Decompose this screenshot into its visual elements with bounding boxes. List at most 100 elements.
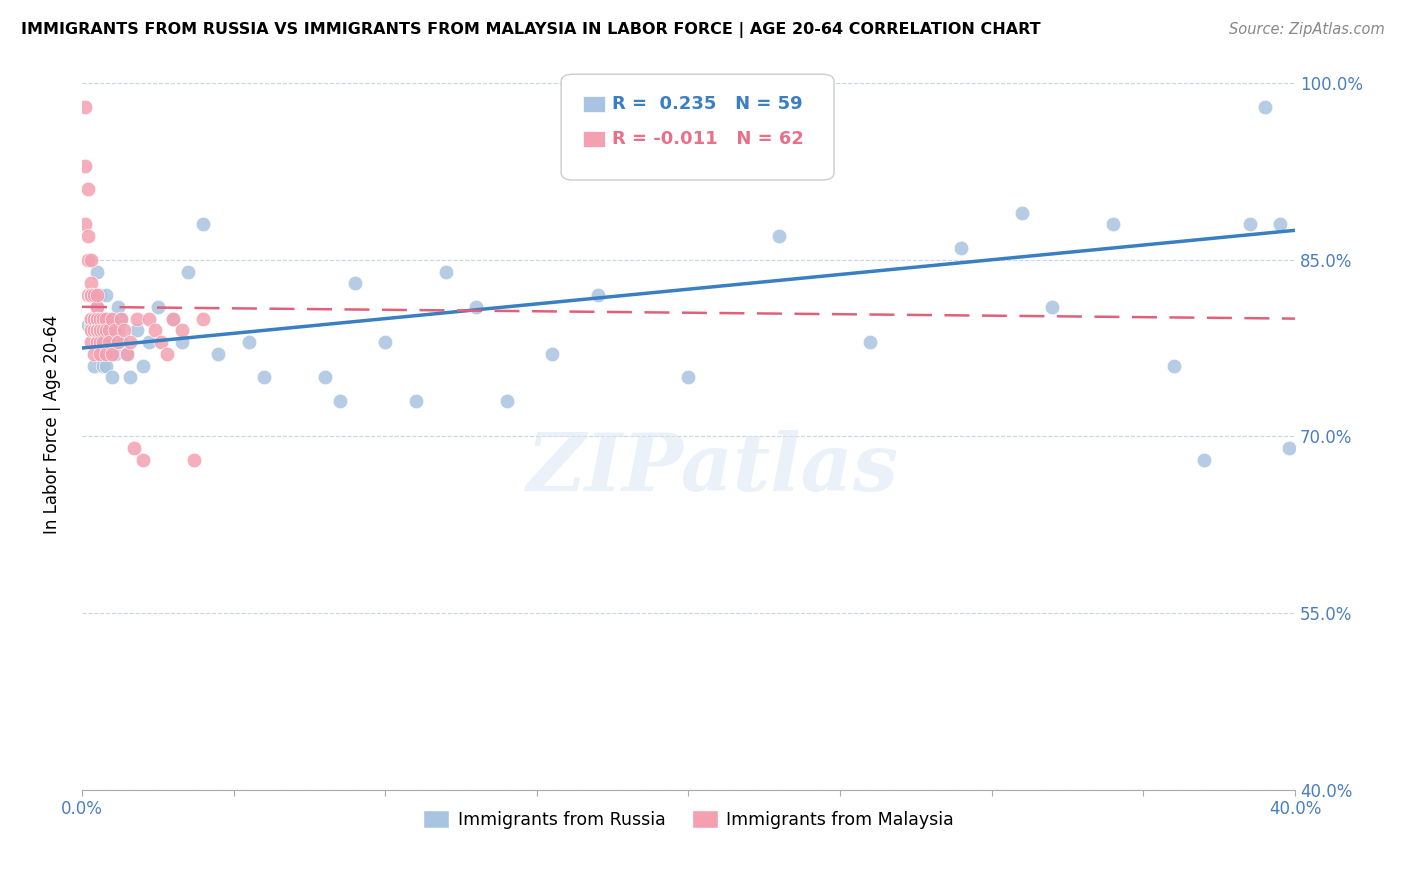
Point [96,288,118,302]
Point [405,394,427,409]
Point [91,359,114,373]
Point [1253,100,1275,114]
Point [101,335,124,350]
Point [86,300,108,314]
Point [138,335,160,350]
Point [120,335,142,350]
Point [434,264,457,278]
Point [107,335,129,350]
Point [89,335,111,350]
Point [80,323,103,337]
Point [177,264,200,278]
Point [80,288,103,302]
Point [91,335,114,350]
Point [96,323,118,337]
Point [170,335,193,350]
Point [117,347,139,361]
Point [253,370,276,384]
Point [950,241,973,255]
Point [146,300,169,314]
Point [80,311,103,326]
Point [83,323,105,337]
Point [89,323,111,337]
Point [170,323,193,337]
Point [80,288,103,302]
Point [678,370,700,384]
Y-axis label: In Labor Force | Age 20-64: In Labor Force | Age 20-64 [44,315,60,534]
Point [83,311,105,326]
Point [98,311,121,326]
Point [98,335,121,350]
Point [156,347,179,361]
Point [110,311,132,326]
Point [120,370,142,384]
Point [83,347,105,361]
Text: Source: ZipAtlas.com: Source: ZipAtlas.com [1229,22,1385,37]
Point [122,441,145,455]
Point [80,318,103,332]
Point [183,453,205,467]
FancyBboxPatch shape [583,131,605,147]
Point [541,347,564,361]
Point [1011,205,1033,219]
Point [131,359,153,373]
Point [86,311,108,326]
Point [101,370,124,384]
Point [1239,218,1261,232]
Point [107,300,129,314]
Point [80,335,103,350]
Legend: Immigrants from Russia, Immigrants from Malaysia: Immigrants from Russia, Immigrants from … [416,803,960,836]
Point [104,323,127,337]
Point [138,311,160,326]
Point [96,359,118,373]
Point [1102,218,1125,232]
Point [125,311,148,326]
Point [238,335,260,350]
Point [77,252,100,267]
FancyBboxPatch shape [583,96,605,112]
Point [343,277,366,291]
Point [162,311,184,326]
Point [101,347,124,361]
Point [1042,300,1064,314]
Text: ZIPatlas: ZIPatlas [527,430,898,508]
Point [104,318,127,332]
Point [98,323,121,337]
Point [77,229,100,244]
Point [495,394,517,409]
Point [73,159,96,173]
Point [91,323,114,337]
Point [86,323,108,337]
Point [77,288,100,302]
Point [96,311,118,326]
Point [768,229,790,244]
Point [73,100,96,114]
Point [193,218,215,232]
Point [77,182,100,196]
Point [107,323,129,337]
Point [80,277,103,291]
Point [86,335,108,350]
Point [86,288,108,302]
FancyBboxPatch shape [561,74,834,180]
Point [83,359,105,373]
Point [89,347,111,361]
Point [80,288,103,302]
Point [193,311,215,326]
Point [80,311,103,326]
Point [110,335,132,350]
Point [329,394,352,409]
Point [1268,218,1291,232]
Point [131,453,153,467]
Point [1163,359,1185,373]
Point [86,323,108,337]
Point [83,288,105,302]
Point [117,347,139,361]
Point [162,311,184,326]
Point [374,335,396,350]
Point [80,288,103,302]
Point [83,323,105,337]
Point [104,347,127,361]
Point [125,323,148,337]
Point [98,323,121,337]
